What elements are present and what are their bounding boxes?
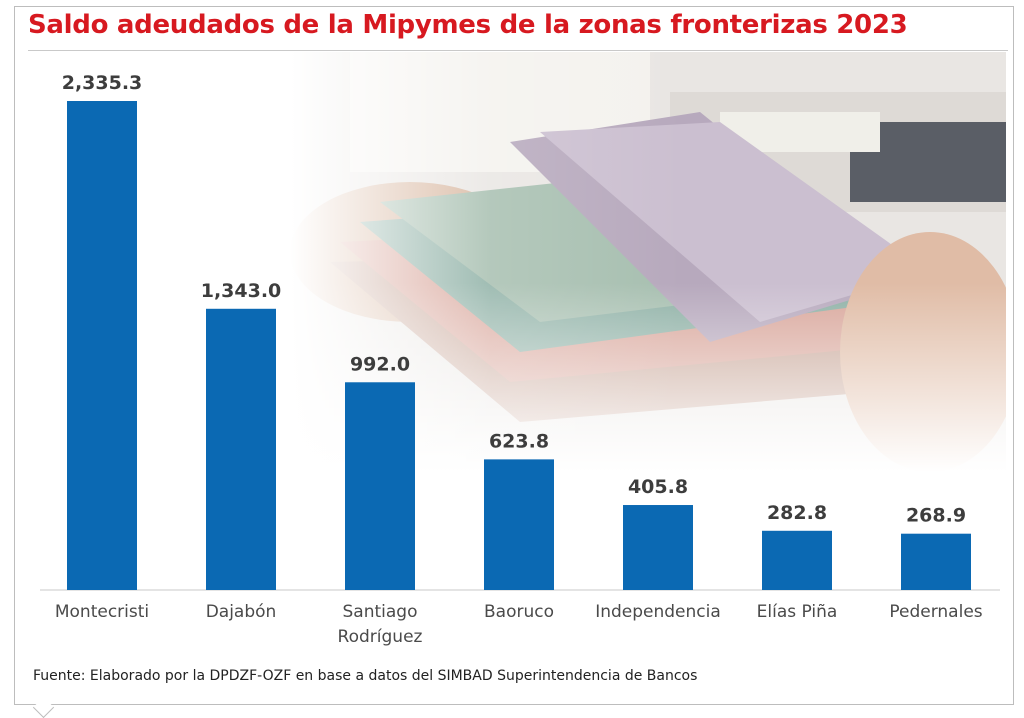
category-label-3: Baoruco	[484, 602, 554, 622]
category-label-1: Dajabón	[206, 602, 277, 622]
category-label-5: Elías Piña	[757, 602, 838, 622]
bar-1	[206, 308, 276, 590]
category-labels-group: Montecristi Dajabón Santiago Rodríguez Baoru…	[55, 602, 983, 647]
bar-5	[762, 530, 832, 590]
category-label-2-line-0: Santiago	[343, 602, 418, 622]
chart-title: Saldo adeudados de la Mipymes de la zona…	[28, 10, 908, 40]
title-divider	[28, 50, 1008, 51]
bar-3	[484, 459, 554, 590]
value-label-1: 1,343.0	[201, 280, 282, 302]
bar-6	[901, 533, 971, 590]
category-label-0: Montecristi	[55, 602, 149, 622]
category-label-4: Independencia	[595, 602, 721, 622]
value-label-2: 992.0	[350, 353, 410, 375]
source-note: Fuente: Elaborado por la DPDZF-OZF en ba…	[33, 668, 698, 684]
category-label-2-line-1: Rodríguez	[338, 627, 423, 647]
category-label-6: Pedernales	[889, 602, 982, 622]
value-label-4: 405.8	[628, 476, 688, 498]
bar-0	[67, 101, 137, 590]
value-label-5: 282.8	[767, 502, 827, 524]
value-labels-group: 2,335.3 1,343.0 992.0 623.8 405.8 282.8 268.9	[62, 72, 966, 527]
bars-group	[67, 101, 971, 590]
value-label-6: 268.9	[906, 505, 966, 527]
bar-2	[345, 382, 415, 590]
bar-4	[623, 505, 693, 590]
value-label-3: 623.8	[489, 430, 549, 452]
value-label-0: 2,335.3	[62, 72, 143, 94]
